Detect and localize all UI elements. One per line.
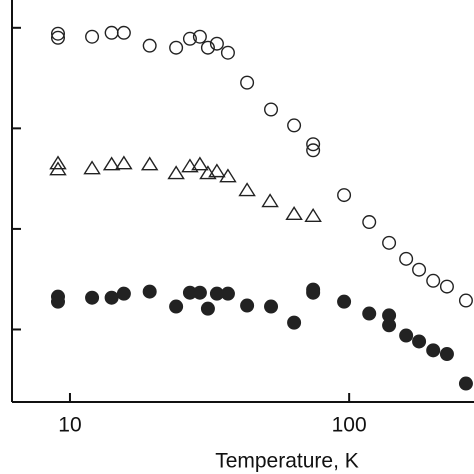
data-point [426, 343, 441, 358]
x-axis-label: Temperature, K [215, 450, 359, 473]
data-point [50, 30, 65, 45]
data-point [200, 40, 215, 55]
data-point [50, 26, 65, 41]
data-point [49, 161, 67, 176]
data-point [238, 182, 256, 197]
data-point [399, 328, 414, 343]
data-point [285, 206, 303, 221]
data-point [192, 285, 207, 300]
data-point [191, 156, 209, 171]
data-point [287, 118, 302, 133]
data-point [116, 286, 131, 301]
data-point [426, 273, 441, 288]
data-point [337, 294, 352, 309]
data-point [192, 29, 207, 44]
data-point [200, 301, 215, 316]
data-point [240, 75, 255, 90]
data-point [240, 298, 255, 313]
data-point [412, 262, 427, 277]
data-point [337, 188, 352, 203]
data-point [362, 215, 377, 230]
data-point [458, 376, 473, 391]
data-point [116, 25, 131, 40]
data-point [220, 286, 235, 301]
data-point [104, 290, 119, 305]
data-point [362, 306, 377, 321]
data-point [209, 36, 224, 51]
data-point [50, 294, 65, 309]
data-point [439, 279, 454, 294]
x-tick-label: 100 [332, 414, 367, 437]
data-point [85, 290, 100, 305]
data-point [169, 299, 184, 314]
data-point [208, 163, 226, 178]
data-point [83, 160, 101, 175]
data-point [182, 31, 197, 46]
data-point [382, 318, 397, 333]
data-point [169, 40, 184, 55]
data-point [399, 251, 414, 266]
data-point [287, 315, 302, 330]
data-point [382, 235, 397, 250]
data-point [304, 207, 322, 222]
data-point [140, 156, 159, 171]
data-point [104, 25, 119, 40]
data-point [306, 285, 321, 300]
data-point [115, 155, 133, 170]
data-point [261, 193, 279, 208]
data-point [412, 334, 427, 349]
data-point [85, 29, 100, 44]
data-point [306, 137, 321, 152]
data-point [264, 102, 279, 117]
data-point [167, 165, 185, 180]
data-point [142, 284, 157, 299]
data-point [439, 347, 454, 362]
data-point [219, 168, 237, 183]
data-point [142, 38, 157, 53]
x-tick-label: 10 [58, 414, 81, 437]
data-point [49, 155, 67, 170]
data-point [220, 45, 235, 60]
data-point [264, 299, 279, 314]
data-point [458, 293, 473, 308]
data-point [102, 156, 121, 171]
data-point [306, 143, 321, 158]
data-point [181, 158, 199, 173]
